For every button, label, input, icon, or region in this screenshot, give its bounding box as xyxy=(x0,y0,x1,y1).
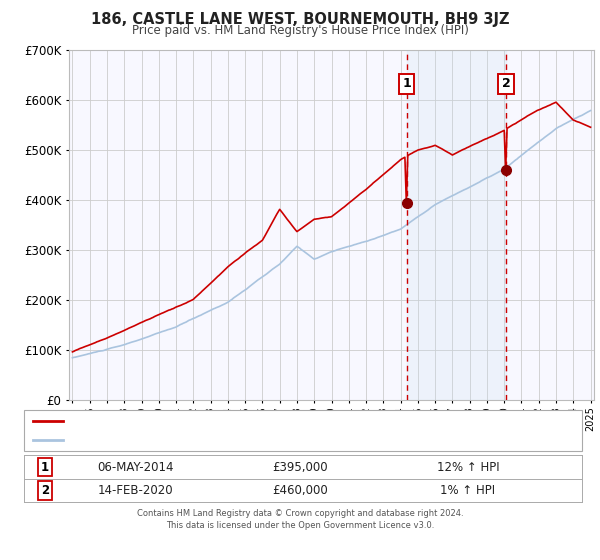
Bar xyxy=(407,50,506,400)
Text: 2: 2 xyxy=(502,77,511,90)
Text: Contains HM Land Registry data © Crown copyright and database right 2024.: Contains HM Land Registry data © Crown c… xyxy=(137,509,463,518)
Text: HPI: Average price, detached house, Bournemouth Christchurch and Poole: HPI: Average price, detached house, Bour… xyxy=(69,435,440,445)
Text: £460,000: £460,000 xyxy=(272,484,328,497)
Text: 1: 1 xyxy=(402,77,411,90)
Text: 2: 2 xyxy=(41,484,49,497)
Text: 1: 1 xyxy=(41,460,49,474)
Text: 06-MAY-2014: 06-MAY-2014 xyxy=(97,460,173,474)
Text: 186, CASTLE LANE WEST, BOURNEMOUTH, BH9 3JZ: 186, CASTLE LANE WEST, BOURNEMOUTH, BH9 … xyxy=(91,12,509,27)
Text: Price paid vs. HM Land Registry's House Price Index (HPI): Price paid vs. HM Land Registry's House … xyxy=(131,24,469,36)
Text: 14-FEB-2020: 14-FEB-2020 xyxy=(97,484,173,497)
Text: 12% ↑ HPI: 12% ↑ HPI xyxy=(437,460,499,474)
Text: 186, CASTLE LANE WEST, BOURNEMOUTH, BH9 3JZ (detached house): 186, CASTLE LANE WEST, BOURNEMOUTH, BH9 … xyxy=(69,417,416,426)
Text: £395,000: £395,000 xyxy=(272,460,328,474)
Text: This data is licensed under the Open Government Licence v3.0.: This data is licensed under the Open Gov… xyxy=(166,521,434,530)
Text: 1% ↑ HPI: 1% ↑ HPI xyxy=(440,484,496,497)
